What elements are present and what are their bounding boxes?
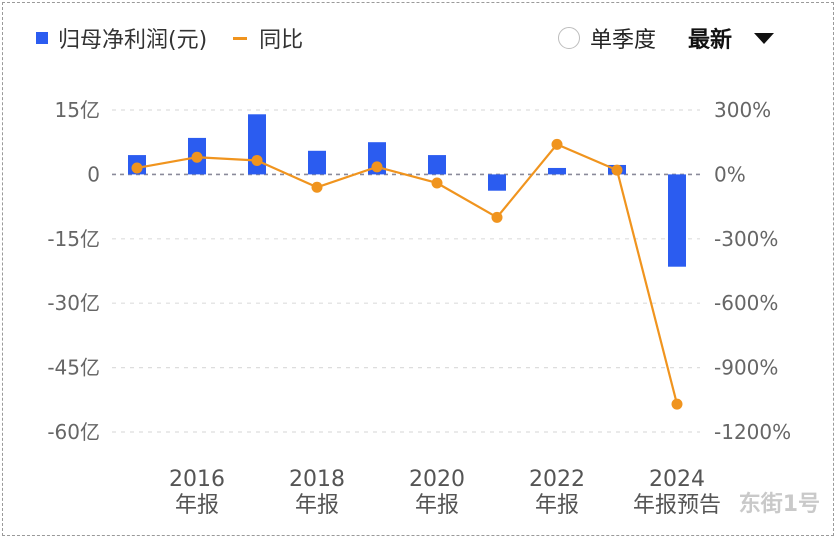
latest-dropdown-label[interactable]: 最新	[688, 28, 733, 53]
y-left-tick-label: -60亿	[47, 420, 100, 444]
x-tick-year: 2020	[409, 467, 465, 492]
yoy-point	[251, 154, 263, 166]
yoy-point	[551, 138, 563, 150]
yoy-point	[431, 177, 443, 189]
y-right-tick-label: -300%	[714, 227, 778, 251]
y-right-tick-label: -900%	[714, 356, 778, 380]
x-tick-type: 年报	[535, 493, 579, 518]
chart-controls: 单季度 最新	[558, 22, 775, 54]
quarter-toggle-label[interactable]: 单季度	[590, 28, 657, 53]
x-tick-type: 年报	[415, 493, 459, 518]
yoy-point	[191, 151, 203, 163]
line-legend-label: 同比	[259, 28, 304, 53]
yoy-point	[491, 211, 503, 223]
x-tick-type: 年报	[295, 493, 339, 518]
y-right-tick-label: -1200%	[714, 420, 791, 444]
yoy-point	[611, 164, 623, 176]
profit-bar	[308, 150, 326, 175]
watermark: 东街1号	[738, 492, 820, 517]
bar-legend-label: 归母净利润(元)	[58, 28, 208, 53]
bar-legend-swatch	[36, 32, 48, 44]
yoy-point	[311, 181, 323, 193]
profit-bar	[668, 174, 686, 267]
x-tick-year: 2024	[649, 467, 705, 492]
legend: 归母净利润(元) 同比	[36, 22, 303, 54]
yoy-point	[371, 161, 383, 173]
line-legend-swatch	[233, 36, 248, 40]
y-right-tick-label: -600%	[714, 291, 778, 315]
yoy-point	[671, 398, 683, 410]
x-tick-year: 2016	[169, 467, 225, 492]
profit-bar	[428, 155, 446, 175]
x-tick-type: 年报	[175, 493, 219, 518]
yoy-point	[131, 162, 143, 174]
profit-bar	[548, 167, 566, 175]
y-left-tick-label: -15亿	[47, 227, 100, 251]
profit-bar	[488, 174, 506, 191]
dropdown-triangle-icon[interactable]	[754, 32, 775, 44]
yoy-line	[136, 143, 679, 405]
x-tick-type: 年报预告	[633, 493, 721, 518]
x-tick-year: 2022	[529, 467, 585, 492]
quarter-radio-icon[interactable]	[558, 27, 580, 49]
x-tick-year: 2018	[289, 467, 345, 492]
y-left-tick-label: 0	[87, 162, 100, 186]
y-left-tick-label: 15亿	[55, 98, 100, 122]
y-left-tick-label: -30亿	[47, 291, 100, 315]
y-right-tick-label: 300%	[714, 98, 771, 122]
y-right-tick-label: 0%	[714, 162, 746, 186]
y-left-tick-label: -45亿	[47, 356, 100, 380]
